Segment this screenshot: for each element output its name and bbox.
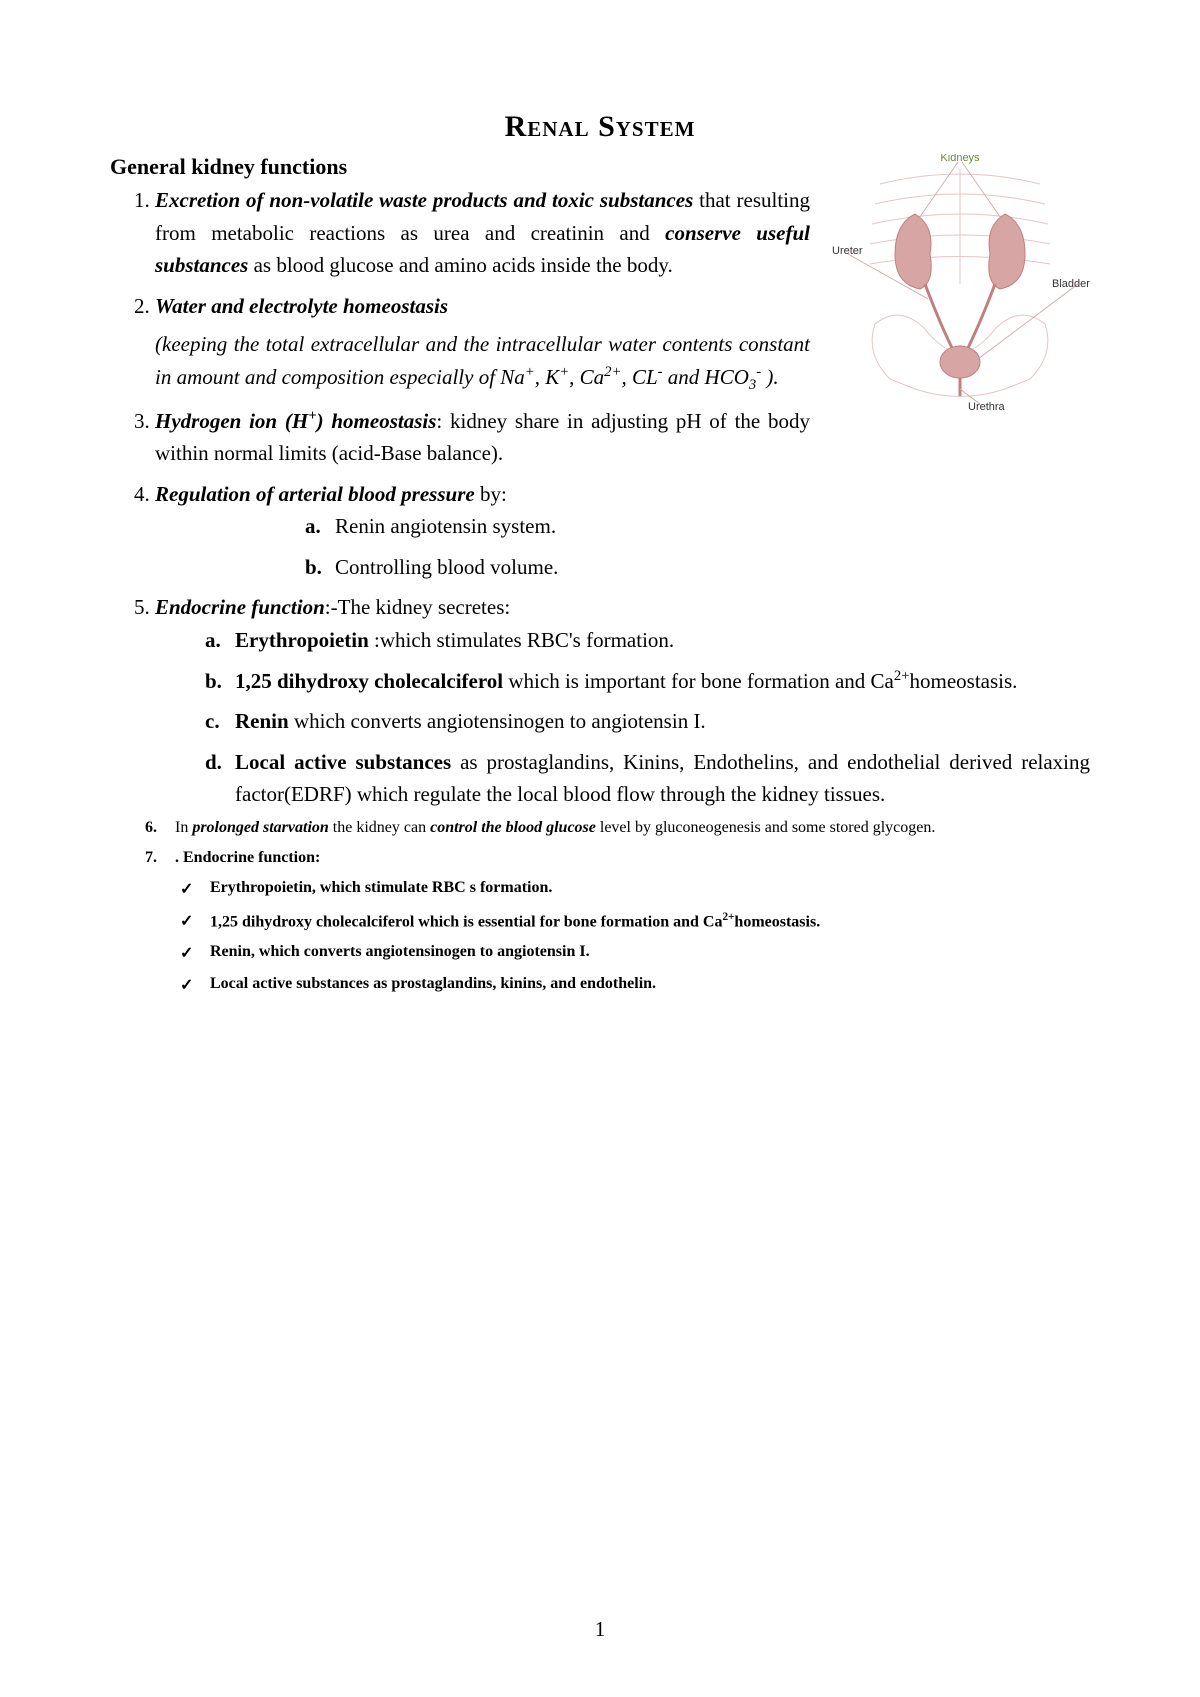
check-icon: ✓: [180, 879, 210, 899]
bold: Erythropoietin: [235, 628, 369, 652]
label-kidneys: Kidneys: [940, 154, 980, 164]
list-item: Endocrine function:-The kidney secretes:…: [155, 591, 1090, 810]
text: 1,25 dihydroxy cholecalciferol which is …: [210, 913, 722, 930]
text: In: [175, 819, 192, 836]
text: as blood glucose and amino acids inside …: [248, 253, 672, 277]
text: which converts angiotensinogen to angiot…: [289, 709, 706, 733]
text: Renin angiotensin system.: [335, 510, 556, 543]
emphasis: control the blood glucose: [430, 819, 596, 836]
bold: Renin: [235, 709, 289, 733]
marker: a.: [205, 624, 235, 657]
text: ) homeostasis: [317, 409, 437, 433]
text: by:: [475, 482, 507, 506]
check-icon: ✓: [180, 911, 210, 931]
marker: b.: [305, 551, 335, 584]
emphasis: Hydrogen ion (H+) homeostasis: [155, 409, 436, 433]
text: :-The kidney secretes:: [325, 595, 510, 619]
bold: Local active substances as prostaglandin…: [210, 975, 656, 995]
check-item: ✓ 1,25 dihydroxy cholecalciferol which i…: [180, 911, 1090, 931]
marker: d.: [205, 746, 235, 811]
list-item: Hydrogen ion (H+) homeostasis: kidney sh…: [155, 405, 1090, 470]
text: :which stimulates RBC's formation.: [369, 628, 674, 652]
emphasis: prolonged starvation: [192, 819, 328, 836]
emphasis: Regulation of arterial blood pressure: [155, 482, 475, 506]
bold: Local active substances: [235, 750, 451, 774]
check-item: ✓ Local active substances as prostagland…: [180, 975, 1090, 995]
text: level by gluconeogenesis and some stored…: [596, 819, 935, 836]
label-urethra: Urethra: [968, 401, 1006, 413]
list-item: Regulation of arterial blood pressure by…: [155, 478, 1090, 584]
text: , Ca: [569, 365, 604, 389]
marker: c.: [205, 705, 235, 738]
sub-list: a.Renin angiotensin system. b.Controllin…: [155, 510, 1090, 583]
bold: . Endocrine function:: [175, 849, 320, 867]
bold: Renin, which converts angiotensinogen to…: [210, 943, 590, 963]
check-item: ✓ Renin, which converts angiotensinogen …: [180, 943, 1090, 963]
continuation-list: 6. In prolonged starvation the kidney ca…: [110, 819, 1090, 867]
text: , CL: [621, 365, 657, 389]
bold: 1,25 dihydroxy cholecalciferol which is …: [210, 911, 820, 931]
text: which is important for bone formation an…: [503, 669, 894, 693]
label-bladder: Bladder: [1052, 278, 1090, 290]
document-page: Renal System General kidney functions: [0, 0, 1200, 1697]
bold: 1,25 dihydroxy cholecalciferol: [235, 669, 503, 693]
text: homeostasis.: [910, 669, 1018, 693]
text: the kidney can: [329, 819, 430, 836]
italic-para: (keeping the total extracellular and the…: [155, 328, 810, 397]
marker: 6.: [145, 819, 175, 837]
page-number: 1: [0, 1617, 1200, 1642]
page-title: Renal System: [110, 110, 1090, 144]
emphasis: Excretion of non-volatile waste products…: [155, 188, 693, 212]
text: homeostasis.: [734, 913, 820, 930]
kidney-diagram: Kidneys Ureter Bladder Urethra: [830, 154, 1090, 414]
check-list: ✓ Erythropoietin, which stimulate RBC s …: [110, 879, 1090, 995]
label-ureter: Ureter: [832, 245, 863, 257]
sub-list: a.Erythropoietin :which stimulates RBC's…: [155, 624, 1090, 811]
emphasis: Water and electrolyte homeostasis: [155, 294, 448, 318]
content-wrap: General kidney functions: [110, 154, 1090, 995]
list-item: 6. In prolonged starvation the kidney ca…: [145, 819, 1090, 837]
marker: b.: [205, 665, 235, 698]
check-icon: ✓: [180, 975, 210, 995]
text: Hydrogen ion (H: [155, 409, 308, 433]
text: and HCO: [663, 365, 749, 389]
text: , K: [535, 365, 560, 389]
list-item: 7. . Endocrine function:: [145, 849, 1090, 867]
check-item: ✓ Erythropoietin, which stimulate RBC s …: [180, 879, 1090, 899]
marker: 7.: [145, 849, 175, 867]
marker: a.: [305, 510, 335, 543]
text: Controlling blood volume.: [335, 551, 558, 584]
emphasis: Endocrine function: [155, 595, 325, 619]
text: ).: [761, 365, 779, 389]
bold: Erythropoietin, which stimulate RBC s fo…: [210, 879, 552, 899]
check-icon: ✓: [180, 943, 210, 963]
